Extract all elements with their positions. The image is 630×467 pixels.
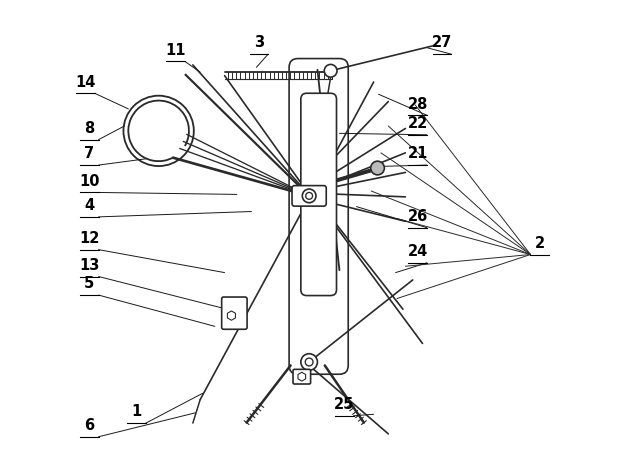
Text: 7: 7 [84, 146, 94, 162]
Text: 6: 6 [84, 418, 94, 433]
Circle shape [302, 189, 316, 203]
Text: 3: 3 [254, 35, 264, 50]
Text: 27: 27 [432, 35, 452, 50]
Text: 11: 11 [166, 43, 186, 58]
Text: 12: 12 [79, 231, 100, 246]
Circle shape [306, 192, 312, 199]
Text: 26: 26 [408, 209, 428, 224]
Circle shape [324, 64, 337, 77]
Text: 5: 5 [84, 276, 94, 291]
Text: 24: 24 [408, 244, 428, 259]
FancyBboxPatch shape [301, 93, 336, 296]
Text: 22: 22 [408, 116, 428, 131]
Text: 8: 8 [84, 121, 94, 136]
FancyBboxPatch shape [292, 185, 326, 206]
FancyBboxPatch shape [293, 369, 311, 384]
Text: 1: 1 [132, 404, 142, 419]
Text: 21: 21 [408, 146, 428, 162]
Text: 25: 25 [334, 397, 355, 412]
FancyBboxPatch shape [289, 58, 348, 374]
Text: 28: 28 [408, 97, 428, 112]
FancyBboxPatch shape [222, 297, 247, 329]
Circle shape [370, 161, 384, 175]
Circle shape [301, 354, 318, 370]
Text: 14: 14 [75, 75, 96, 90]
Circle shape [123, 96, 194, 166]
Circle shape [305, 358, 313, 366]
Text: 13: 13 [79, 258, 100, 273]
Text: 10: 10 [79, 174, 100, 189]
Text: 4: 4 [84, 198, 94, 213]
Text: 2: 2 [535, 236, 545, 251]
